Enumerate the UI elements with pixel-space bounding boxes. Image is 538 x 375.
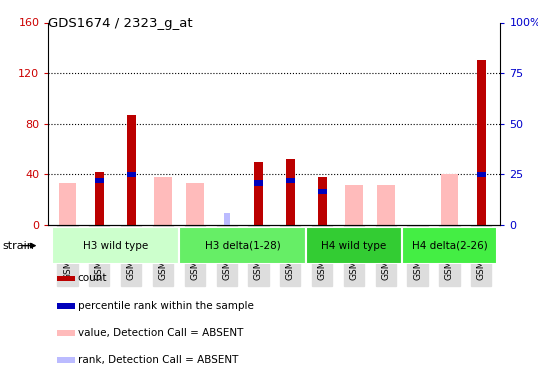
Bar [186, 183, 203, 225]
Bar [477, 172, 486, 177]
Bar [317, 189, 327, 194]
Text: H4 wild type: H4 wild type [321, 241, 387, 250]
Bar [441, 174, 458, 225]
Bar [58, 330, 75, 336]
Bar [179, 227, 306, 264]
Text: H4 delta(2-26): H4 delta(2-26) [412, 241, 487, 250]
Bar [377, 184, 394, 225]
Text: H3 wild type: H3 wild type [83, 241, 148, 250]
Text: rank, Detection Call = ABSENT: rank, Detection Call = ABSENT [78, 355, 238, 365]
Bar [286, 178, 295, 183]
Bar [58, 303, 75, 309]
Bar [223, 213, 230, 225]
Bar [306, 227, 402, 264]
Bar [317, 177, 327, 225]
Bar [52, 227, 179, 264]
Bar [345, 184, 363, 225]
Bar [58, 276, 75, 281]
Bar [95, 172, 104, 225]
Bar [127, 172, 136, 177]
Bar [402, 227, 497, 264]
Bar [95, 178, 104, 183]
Bar [59, 183, 76, 225]
Text: GDS1674 / 2323_g_at: GDS1674 / 2323_g_at [48, 17, 193, 30]
Text: percentile rank within the sample: percentile rank within the sample [78, 301, 254, 311]
Bar [477, 60, 486, 225]
Bar [154, 177, 172, 225]
Bar [254, 162, 263, 225]
Bar [127, 115, 136, 225]
Text: strain: strain [3, 241, 34, 250]
Text: value, Detection Call = ABSENT: value, Detection Call = ABSENT [78, 328, 243, 338]
Bar [58, 357, 75, 363]
Text: count: count [78, 273, 107, 284]
Text: H3 delta(1-28): H3 delta(1-28) [204, 241, 280, 250]
Bar [254, 180, 263, 186]
Bar [286, 159, 295, 225]
